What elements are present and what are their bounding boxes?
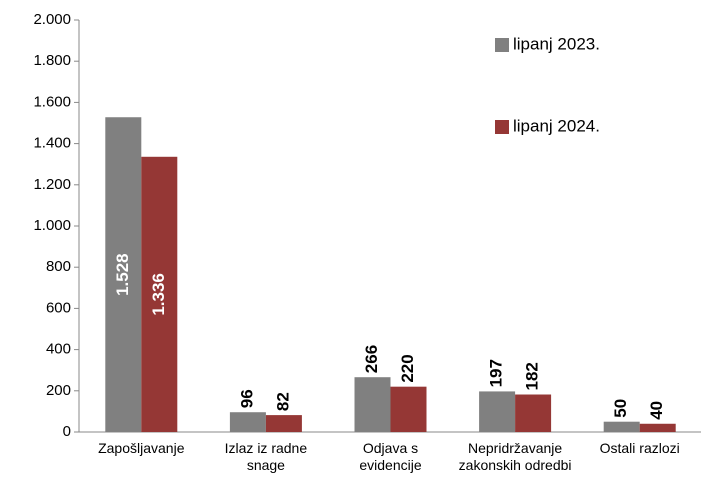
data-label: 220 — [398, 354, 417, 382]
x-tick-label: Nepridržavanje zakonskih odredbi — [458, 440, 572, 473]
data-label: 96 — [237, 389, 256, 408]
y-tick-label: 400 — [46, 341, 71, 358]
x-tick-label: Ostali razlozi — [599, 440, 680, 456]
data-label: 1.528 — [113, 253, 132, 296]
data-label: 50 — [611, 399, 630, 418]
x-tick-label: Izlaz iz radne snage — [224, 440, 308, 473]
bar — [354, 377, 391, 432]
bar — [265, 415, 302, 432]
y-tick-label: 1.800 — [33, 52, 71, 69]
legend-label: lipanj 2024. — [513, 116, 600, 135]
y-tick-label: 1.600 — [33, 93, 71, 110]
bar — [141, 156, 178, 432]
y-tick-label: 1.400 — [33, 135, 71, 152]
legend-swatch — [495, 38, 509, 52]
y-tick-label: 200 — [46, 382, 71, 399]
data-label: 40 — [647, 401, 666, 420]
y-tick-label: 1.000 — [33, 217, 71, 234]
bar — [390, 386, 427, 432]
data-label: 197 — [487, 359, 506, 387]
legend-swatch — [495, 120, 509, 134]
x-tick-label: Zapošljavanje — [98, 440, 185, 456]
y-tick-label: 2.000 — [33, 11, 71, 28]
data-label: 82 — [273, 392, 292, 411]
data-label: 182 — [523, 362, 542, 390]
bar — [515, 394, 552, 432]
data-label: 1.336 — [149, 273, 168, 316]
x-tick-label: Odjava s evidencije — [359, 440, 422, 473]
bar — [229, 412, 266, 432]
bar — [479, 391, 516, 432]
legend-label: lipanj 2023. — [513, 34, 600, 53]
y-tick-label: 1.200 — [33, 176, 71, 193]
bar — [639, 423, 676, 432]
y-tick-label: 800 — [46, 258, 71, 275]
bar — [105, 117, 142, 433]
y-tick-label: 0 — [63, 423, 71, 440]
y-tick-label: 600 — [46, 299, 71, 316]
bar — [603, 421, 640, 432]
data-label: 266 — [362, 345, 381, 373]
